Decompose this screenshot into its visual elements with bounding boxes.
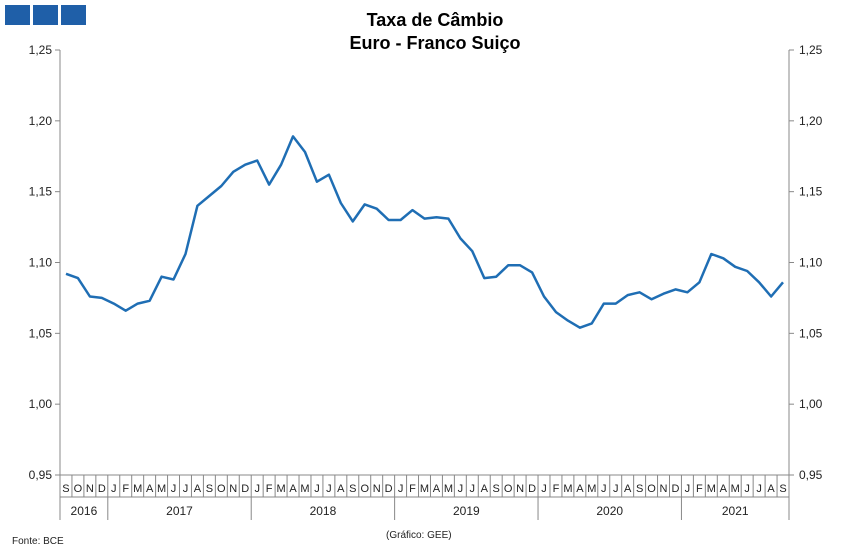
y-tick-label-right: 1,25: [799, 43, 823, 57]
month-label: A: [624, 483, 632, 495]
month-label: A: [767, 483, 775, 495]
month-label: M: [444, 483, 453, 495]
y-tick-label-right: 0,95: [799, 468, 823, 482]
month-label: F: [553, 483, 560, 495]
month-label: J: [756, 483, 762, 495]
y-tick-label-left: 1,20: [29, 114, 53, 128]
year-label: 2017: [166, 504, 193, 518]
month-label: M: [563, 483, 572, 495]
month-label: M: [707, 483, 716, 495]
year-label: 2019: [453, 504, 480, 518]
source-note: Fonte: BCE: [12, 536, 64, 547]
month-label: N: [229, 483, 237, 495]
month-label: J: [458, 483, 464, 495]
month-label: A: [146, 483, 154, 495]
axes: [55, 49, 794, 520]
year-label: 2016: [71, 504, 98, 518]
month-label: D: [528, 483, 536, 495]
y-tick-label-left: 1,25: [29, 43, 53, 57]
month-label: D: [241, 483, 249, 495]
month-label: S: [779, 483, 786, 495]
month-label: S: [493, 483, 500, 495]
month-label: D: [671, 483, 679, 495]
month-label: J: [314, 483, 320, 495]
month-label: M: [133, 483, 142, 495]
y-tick-label-left: 0,95: [29, 468, 53, 482]
y-tick-label-right: 1,10: [799, 256, 823, 270]
month-label: J: [183, 483, 189, 495]
year-label: 2021: [722, 504, 749, 518]
chart-title-line2: Euro - Franco Suiço: [349, 33, 521, 53]
month-label: O: [217, 483, 226, 495]
month-label: M: [731, 483, 740, 495]
month-label: A: [481, 483, 489, 495]
chart-title-line1: Taxa de Câmbio: [366, 10, 504, 30]
month-label: O: [504, 483, 513, 495]
month-label: J: [613, 483, 619, 495]
month-label: N: [516, 483, 524, 495]
logo-square: [5, 5, 30, 25]
logo-square: [61, 5, 86, 25]
month-label: J: [744, 483, 750, 495]
y-tick-label-left: 1,10: [29, 256, 53, 270]
month-label: J: [470, 483, 476, 495]
month-label: N: [86, 483, 94, 495]
month-label: A: [576, 483, 584, 495]
month-label: O: [74, 483, 83, 495]
y-tick-label-right: 1,00: [799, 397, 823, 411]
month-label: N: [660, 483, 668, 495]
month-label: S: [62, 483, 69, 495]
month-label: J: [326, 483, 332, 495]
month-label: J: [685, 483, 691, 495]
month-label: A: [337, 483, 345, 495]
month-label: A: [720, 483, 728, 495]
y-tick-label-right: 1,15: [799, 185, 823, 199]
month-label: M: [157, 483, 166, 495]
y-tick-label-right: 1,05: [799, 326, 823, 340]
month-label: M: [300, 483, 309, 495]
month-label: S: [349, 483, 356, 495]
series-line: [65, 135, 784, 329]
logo-square: [33, 5, 58, 25]
month-label: M: [277, 483, 286, 495]
month-label: M: [587, 483, 596, 495]
month-label: O: [360, 483, 369, 495]
month-label: S: [206, 483, 213, 495]
month-label: D: [385, 483, 393, 495]
credit-note: (Gráfico: GEE): [386, 530, 452, 541]
month-label: S: [636, 483, 643, 495]
month-label: J: [171, 483, 177, 495]
month-label: F: [266, 483, 273, 495]
month-label: F: [122, 483, 129, 495]
year-label: 2020: [596, 504, 623, 518]
logo: [5, 5, 86, 25]
chart-title: Taxa de Câmbio Euro - Franco Suiço: [200, 9, 670, 55]
month-label: O: [647, 483, 656, 495]
month-label: J: [111, 483, 117, 495]
x-year-labels: 2016 2017 2018 2019 2020 2021: [71, 504, 749, 518]
month-label: J: [601, 483, 607, 495]
month-label: J: [254, 483, 260, 495]
y-tick-label-left: 1,05: [29, 326, 53, 340]
year-label: 2018: [310, 504, 337, 518]
month-label: F: [696, 483, 703, 495]
month-label: A: [194, 483, 202, 495]
y-tick-label-left: 1,00: [29, 397, 53, 411]
month-label: A: [289, 483, 297, 495]
month-label: A: [433, 483, 441, 495]
month-label: N: [373, 483, 381, 495]
month-label: J: [541, 483, 547, 495]
month-label: F: [409, 483, 416, 495]
y-tick-label-right: 1,20: [799, 114, 823, 128]
month-label: D: [98, 483, 106, 495]
month-label: J: [398, 483, 404, 495]
y-tick-label-left: 1,15: [29, 185, 53, 199]
y-tick-labels: 0,95 0,95 1,00 1,00 1,05 1,05 1,10 1,10 1,15 1,15…: [29, 43, 823, 482]
month-label: M: [420, 483, 429, 495]
